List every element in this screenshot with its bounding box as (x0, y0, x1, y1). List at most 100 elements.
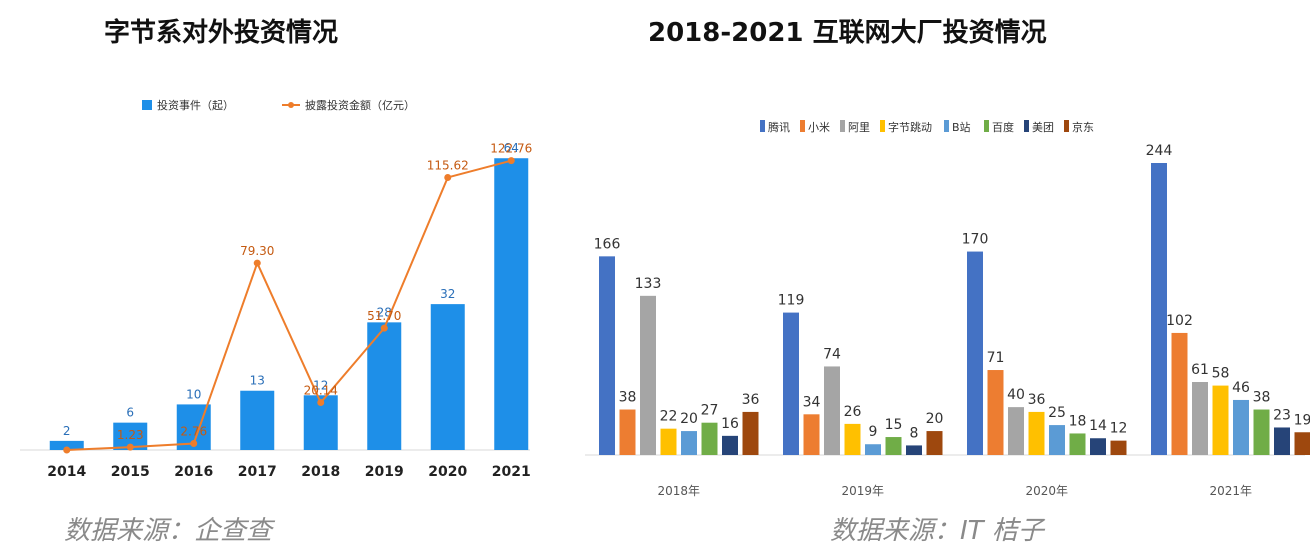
bar-investment-events (494, 158, 529, 450)
x-tick-label: 2020年 (1025, 484, 1068, 498)
x-tick-label: 2019 (365, 464, 404, 480)
bar-百度 (1069, 433, 1086, 455)
x-tick-label: 2019年 (841, 484, 884, 498)
bar-value-label: 8 (910, 425, 919, 441)
x-tick-label: 2021 (492, 464, 531, 480)
line-point (63, 446, 71, 454)
bar-字节跳动 (660, 428, 677, 455)
legend-label: 腾讯 (768, 120, 790, 134)
bar-B站 (1049, 425, 1065, 455)
bar-value-label: 166 (594, 236, 621, 252)
bar-value-label: 25 (1048, 405, 1066, 421)
bar-B站 (681, 431, 697, 455)
legend-swatch (760, 120, 765, 132)
bar-value-label: 6 (126, 406, 134, 420)
bar-investment-events (49, 440, 84, 450)
line-value-label: 2.76 (180, 424, 207, 438)
bar-value-label: 119 (778, 293, 805, 309)
line-value-label: 1.23 (117, 428, 144, 442)
bar-京东 (1110, 440, 1127, 455)
bar-investment-events (240, 390, 275, 450)
x-tick-label: 2017 (238, 464, 277, 480)
bar-value-label: 16 (721, 416, 739, 432)
legend-swatch-bars (142, 100, 152, 110)
bar-value-label: 74 (823, 346, 841, 362)
left-chart-title: 字节系对外投资情况 (104, 18, 339, 48)
bar-百度 (701, 422, 718, 455)
legend-swatch (1024, 120, 1029, 132)
bar-小米 (803, 414, 820, 455)
bar-value-label: 22 (660, 409, 678, 425)
legend-swatch (800, 120, 805, 132)
line-value-label: 51.70 (367, 309, 401, 323)
bar-京东 (742, 411, 759, 455)
bar-百度 (1253, 409, 1270, 455)
bar-investment-events (430, 304, 465, 450)
legend-swatch (944, 120, 949, 132)
bar-腾讯 (967, 251, 983, 455)
bar-value-label: 32 (440, 287, 455, 301)
line-point (380, 324, 388, 332)
bar-阿里 (1008, 407, 1024, 455)
line-disclosed-amount (66, 159, 512, 451)
bar-value-label: 133 (635, 276, 662, 292)
bar-京东 (926, 431, 943, 455)
bar-小米 (1171, 332, 1188, 455)
bar-value-label: 27 (701, 403, 719, 419)
bar-investment-events (367, 322, 402, 450)
right-data-source: 数据来源：IT 桔子 (830, 516, 1044, 546)
bar-美团 (722, 435, 738, 455)
line-point (317, 399, 325, 407)
bar-value-label: 20 (680, 411, 698, 427)
bar-value-label: 18 (1069, 413, 1087, 429)
bar-阿里 (640, 295, 656, 455)
legend-swatch (1064, 120, 1069, 132)
bar-value-label: 71 (987, 350, 1005, 366)
line-value-label: 79.30 (240, 244, 274, 258)
line-point (190, 439, 198, 447)
legend-label: 小米 (808, 121, 830, 134)
left-data-source: 数据来源：企查查 (64, 516, 273, 546)
legend-label-bars: 投资事件（起） (157, 98, 234, 112)
left-chart: 投资事件（起） 披露投资金额（亿元） 2 2014 6 2015 10 2016 13 2017 1… (20, 98, 532, 480)
bar-value-label: 40 (1007, 387, 1025, 403)
bar-value-label: 64 (504, 141, 519, 155)
bar-腾讯 (1151, 163, 1167, 455)
bar-value-label: 12 (1110, 421, 1128, 437)
legend-label: B站 (952, 120, 971, 134)
bar-字节跳动 (844, 423, 861, 455)
legend-swatch (840, 120, 845, 132)
bar-百度 (885, 437, 902, 455)
legend-label: 百度 (992, 120, 1014, 134)
x-tick-label: 2018 (301, 464, 340, 480)
bar-value-label: 14 (1089, 418, 1107, 434)
legend-swatch (880, 120, 885, 132)
bar-value-label: 38 (619, 390, 637, 406)
bar-阿里 (1192, 382, 1208, 455)
bar-value-label: 61 (1191, 362, 1209, 378)
bar-value-label: 9 (869, 424, 878, 440)
bar-美团 (906, 445, 922, 455)
right-chart-title: 2018-2021 互联网大厂投资情况 (648, 18, 1047, 48)
bar-腾讯 (783, 312, 799, 455)
line-point (126, 443, 134, 451)
bar-value-label: 36 (1028, 392, 1046, 408)
bar-value-label: 34 (803, 394, 821, 410)
x-tick-label: 2021年 (1209, 484, 1252, 498)
x-tick-label: 2015 (111, 464, 150, 480)
bar-value-label: 102 (1166, 313, 1193, 329)
bar-value-label: 244 (1146, 143, 1173, 159)
line-value-label: 20.14 (304, 384, 338, 398)
bar-value-label: 2 (63, 424, 71, 438)
line-value-label: 115.62 (427, 158, 469, 172)
bar-字节跳动 (1212, 385, 1229, 455)
legend-label-line: 披露投资金额（亿元） (305, 98, 415, 112)
legend-swatch (984, 120, 989, 132)
x-tick-label: 2020 (428, 464, 467, 480)
bar-value-label: 12 (313, 378, 328, 392)
bar-美团 (1274, 427, 1290, 455)
bar-B站 (1233, 399, 1249, 455)
legend-label: 阿里 (848, 121, 870, 134)
bar-value-label: 26 (844, 404, 862, 420)
